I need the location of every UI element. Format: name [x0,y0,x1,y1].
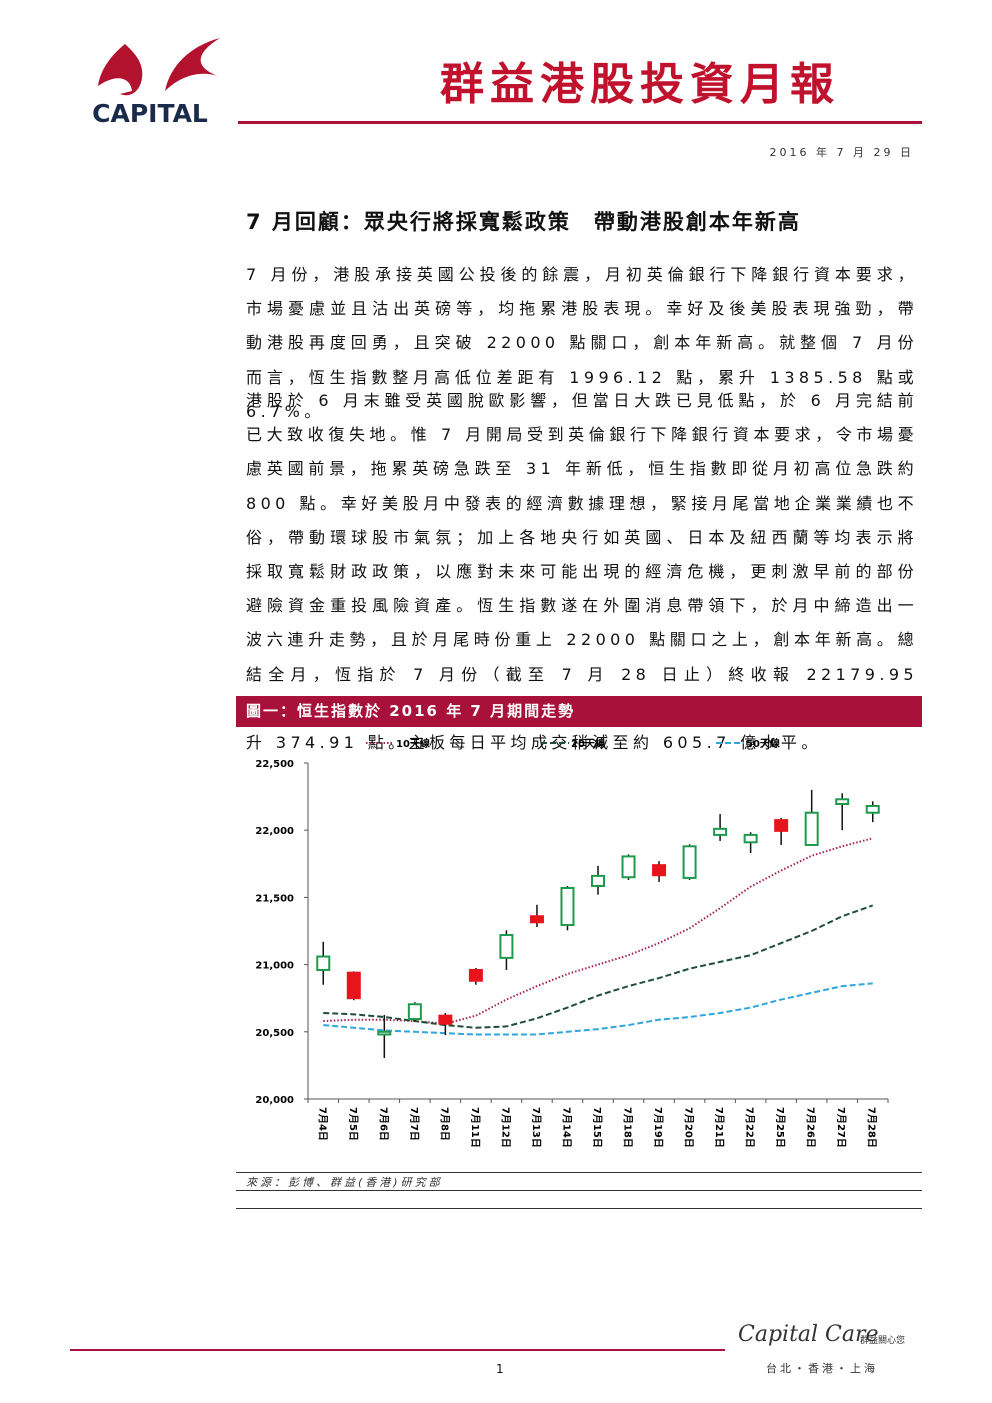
logo-mark [165,38,220,91]
footer-rule [70,1349,725,1351]
x-tick-label: 7月15日 [591,1107,603,1148]
candle-body [316,955,331,971]
chart: 20,000 20,500 21,000 21,500 22,000 22,500 7月4日… [255,737,889,1148]
rule [236,1190,922,1191]
x-tick-label: 7月6日 [377,1107,389,1141]
brand: Capital Care [738,1322,879,1347]
date: 2016 年 7 月 29 日 [769,146,914,159]
candle-body [377,1030,392,1036]
x-tick-label: 7月27日 [835,1107,847,1148]
x-tick-label: 7月14日 [560,1107,572,1148]
paragraph: 7 月份，港股承接英國公投後的餘震，月初英倫銀行下降銀行資本要求，市場憂慮並且沽… [246,265,918,421]
y-tick-label: 21,000 [255,961,294,972]
candle-body [835,798,850,805]
x-tick-label: 7月25日 [774,1107,786,1148]
candle-body [468,968,483,982]
y-tick-label: 21,500 [255,893,294,904]
candle-body [713,827,728,836]
x-tick-label: 7月4日 [316,1107,328,1141]
cities: 台北・香港・上海 [766,1362,878,1375]
x-tick-label: 7月19日 [652,1107,664,1148]
source: 來源：彭博、群益(香港)研究部 [246,1176,443,1189]
x-tick-label: 7月20日 [683,1107,695,1148]
x-tick-label: 7月26日 [805,1107,817,1148]
candle-body [804,811,819,846]
y-tick-label: 22,500 [255,759,294,770]
ma-line [323,904,874,1029]
candle-body [591,874,605,887]
y-tick-label: 20,000 [255,1095,294,1106]
x-tick-label: 7月12日 [499,1107,511,1148]
candle-body [865,805,880,814]
x-tick-label: 7月5日 [347,1107,359,1141]
legend-label: 50天線 [746,737,780,750]
rule [236,1172,922,1173]
y-tick-label: 20,500 [255,1028,294,1039]
x-tick-label: 7月8日 [438,1107,450,1141]
candle-body [346,971,361,1000]
candle-body [499,934,514,959]
x-tick-label: 7月11日 [469,1107,481,1148]
x-tick-label: 7月21日 [713,1107,725,1148]
candle-body [560,886,575,926]
candle-body [652,864,667,877]
headline: 7 月回顧：眾央行將採寬鬆政策 帶動港股創本年新高 [246,210,801,234]
slogan: 群益關心您 [860,1336,906,1346]
ma-line [323,982,873,1036]
legend-label: 10天線 [396,737,430,750]
x-tick-label: 7月18日 [622,1107,634,1148]
candle-body [682,845,697,879]
x-tick-label: 7月28日 [866,1107,878,1148]
logo-text: CAPITAL [92,99,208,128]
candle-body [743,833,758,844]
legend-label: 20天線 [571,737,605,750]
candle-body [774,819,789,832]
logo-mark [98,44,143,96]
candle-body [407,1003,422,1021]
x-tick-label: 7月13日 [530,1107,542,1148]
report-title: 群益港股投資月報 [440,59,840,110]
y-tick-label: 22,000 [255,826,294,837]
x-tick-label: 7月22日 [744,1107,756,1148]
header-rule [238,121,922,124]
candle-body [529,915,544,924]
rule [236,1208,922,1209]
candle-body [621,855,636,879]
logo: CAPITAL [92,38,220,128]
x-tick-label: 7月7日 [408,1107,420,1141]
chart-title: 圖一：恒生指數於 2016 年 7 月期間走勢 [236,696,922,727]
candle-body [438,1014,453,1025]
page-number: 1 [496,1362,504,1376]
